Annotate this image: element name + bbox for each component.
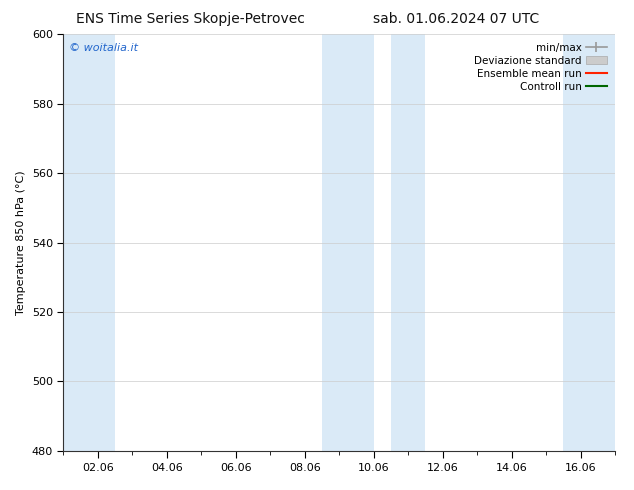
- Bar: [391, 34, 425, 451]
- Legend: min/max, Deviazione standard, Ensemble mean run, Controll run: min/max, Deviazione standard, Ensemble m…: [471, 40, 610, 95]
- Bar: [322, 34, 373, 451]
- Text: © woitalia.it: © woitalia.it: [69, 43, 138, 52]
- Y-axis label: Temperature 850 hPa (°C): Temperature 850 hPa (°C): [16, 170, 26, 315]
- Text: ENS Time Series Skopje-Petrovec: ENS Time Series Skopje-Petrovec: [75, 12, 305, 26]
- Bar: [563, 34, 615, 451]
- Text: sab. 01.06.2024 07 UTC: sab. 01.06.2024 07 UTC: [373, 12, 540, 26]
- Bar: [63, 34, 115, 451]
